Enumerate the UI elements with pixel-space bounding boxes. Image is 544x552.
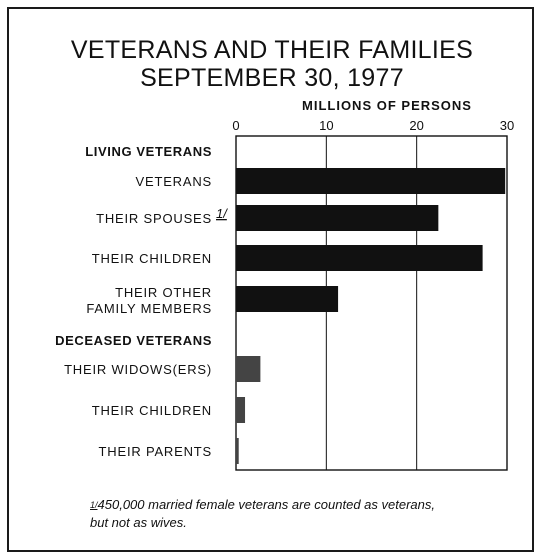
bar [236, 245, 483, 271]
bar [236, 286, 339, 312]
group-label: DECEASED VETERANS [55, 333, 212, 348]
bar [236, 205, 439, 231]
x-tick-label: 10 [319, 118, 333, 133]
bar [236, 397, 246, 423]
group-label: LIVING VETERANS [85, 144, 212, 159]
x-axis-label: MILLIONS OF PERSONS [302, 98, 472, 113]
x-tick-label: 30 [500, 118, 514, 133]
footnote-line-1: 450,000 married female veterans are coun… [97, 497, 435, 512]
x-tick-label: 0 [232, 118, 239, 133]
bar [236, 356, 261, 382]
category-label: THEIR CHILDREN [92, 251, 212, 266]
footnote-line-2: but not as wives. [90, 515, 187, 530]
bar [236, 438, 239, 464]
category-label: FAMILY MEMBERS [86, 301, 212, 316]
category-label: THEIR SPOUSES [96, 211, 212, 226]
footnote-ref: 1/ [216, 206, 228, 221]
chart-title: VETERANS AND THEIR FAMILIES [70, 36, 474, 64]
category-label: THEIR OTHER [115, 285, 212, 300]
footnote: 1/450,000 married female veterans are co… [90, 496, 530, 532]
category-label: VETERANS [136, 174, 212, 189]
category-label: THEIR CHILDREN [92, 403, 212, 418]
category-label: THEIR PARENTS [99, 444, 212, 459]
bar [236, 168, 506, 194]
x-tick-label: 20 [409, 118, 423, 133]
category-label: THEIR WIDOWS(ERS) [64, 362, 212, 377]
footnote-mark: 1/ [90, 500, 98, 510]
chart-subtitle: SEPTEMBER 30, 1977 [140, 64, 404, 92]
